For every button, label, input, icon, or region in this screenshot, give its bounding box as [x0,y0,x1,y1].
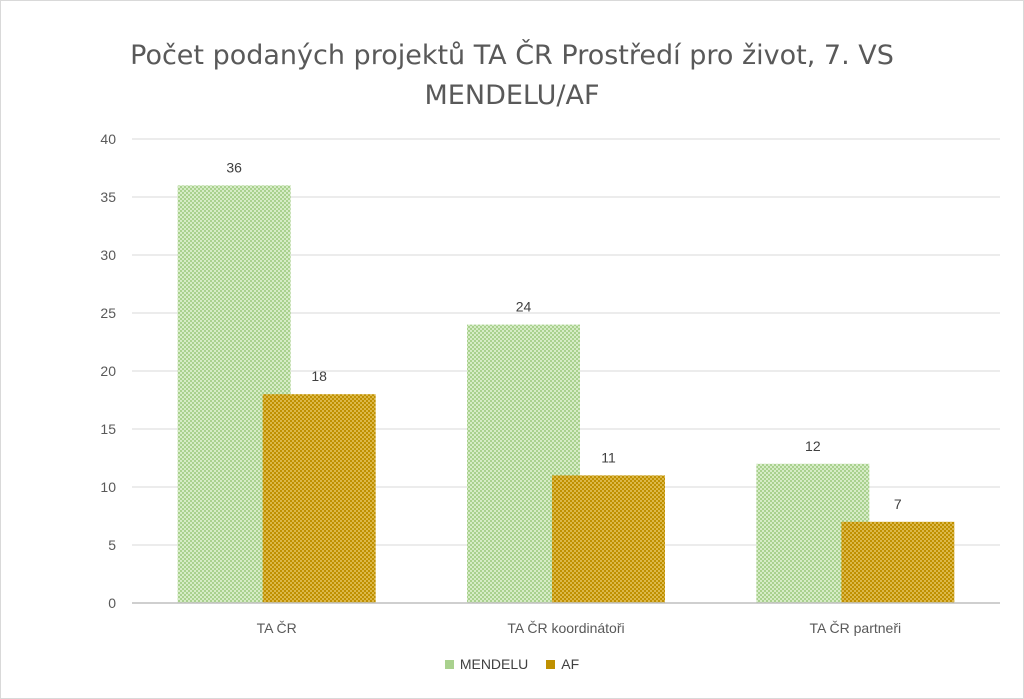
bars: 36 18 24 11 12 7 [177,159,955,603]
chart-title-line-2: MENDELU/AF [424,80,600,111]
y-tick-label: 5 [108,537,116,553]
y-tick-label: 10 [100,479,116,495]
bar-af-1 [552,475,665,603]
chart-title: Počet podaných projektů TA ČR Prostředí … [60,36,964,116]
y-tick-label: 0 [108,595,116,611]
y-tick-label: 40 [100,131,116,147]
legend: MENDELU AF [0,656,1024,672]
y-tick-label: 15 [100,421,116,437]
data-label: 18 [311,368,327,384]
legend-swatch-af [546,659,556,669]
bar-af-2 [841,521,955,603]
y-tick-label: 20 [100,363,116,379]
data-label: 24 [516,299,532,315]
bar-af-0 [262,394,376,603]
x-tick-label: TA ČR partneři [810,620,902,636]
y-tick-label: 25 [100,305,116,321]
legend-label-af: AF [561,656,580,672]
chart-title-line-1: Počet podaných projektů TA ČR Prostředí … [130,40,894,71]
legend-swatch-mendelu [444,659,454,669]
y-tick-label: 30 [100,247,116,263]
x-tick-label: TA ČR [257,620,297,636]
data-label: 11 [601,449,616,465]
legend-label-mendelu: MENDELU [459,656,529,672]
data-label: 36 [226,159,242,175]
legend-item-af: AF [546,656,579,672]
legend-item-mendelu: MENDELU [444,656,529,672]
data-label: 12 [805,438,821,454]
x-tick-label: TA ČR koordinátoři [507,620,624,636]
y-axis: 0 5 10 15 20 25 30 35 40 [100,131,116,611]
y-tick-label: 35 [100,189,116,205]
x-axis: TA ČR TA ČR koordinátoři TA ČR partneři [132,602,1000,636]
data-label: 7 [894,496,902,512]
